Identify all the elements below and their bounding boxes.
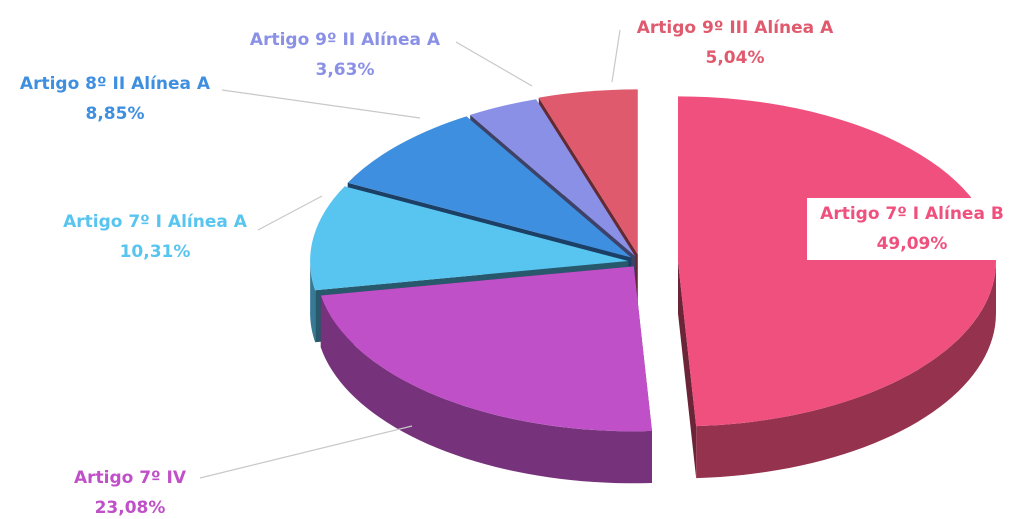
leader-line <box>199 425 413 479</box>
leader-line <box>257 195 323 231</box>
slice-wall <box>677 261 697 479</box>
slice-label: Artigo 7º I Alínea B <box>820 204 1004 224</box>
pie-slice <box>320 266 652 432</box>
leader-line <box>221 89 421 119</box>
slice-label: Artigo 7º IV <box>74 468 187 488</box>
leader-line <box>455 41 533 87</box>
pie-slice <box>347 116 632 258</box>
label-box <box>807 198 1016 260</box>
slice-label: Artigo 7º I Alínea A <box>63 212 248 232</box>
slice-value-label: 3,63% <box>316 60 375 80</box>
slice-label: Artigo 8º II Alínea A <box>20 74 211 94</box>
slice-value-label: 49,09% <box>877 234 948 254</box>
slice-value-label: 23,08% <box>95 498 166 518</box>
leader-line <box>611 29 621 83</box>
slice-side <box>320 295 652 484</box>
slice-value-label: 5,04% <box>706 48 765 68</box>
slice-value-label: 8,85% <box>86 104 145 124</box>
pie-slice <box>470 99 635 257</box>
slice-tops <box>310 89 996 432</box>
slice-value-label: 10,31% <box>120 242 191 262</box>
slice-label: Artigo 9º II Alínea A <box>250 30 441 50</box>
slice-side <box>696 261 996 479</box>
slice-side <box>310 261 316 343</box>
pie-slice <box>310 186 629 291</box>
pie-slice <box>538 89 638 255</box>
pie-slice <box>677 96 996 427</box>
slice-label: Artigo 9º III Alínea A <box>637 18 834 38</box>
labels: Artigo 7º I Alínea B 49,09% Artigo 7º IV 23… <box>20 18 1016 518</box>
